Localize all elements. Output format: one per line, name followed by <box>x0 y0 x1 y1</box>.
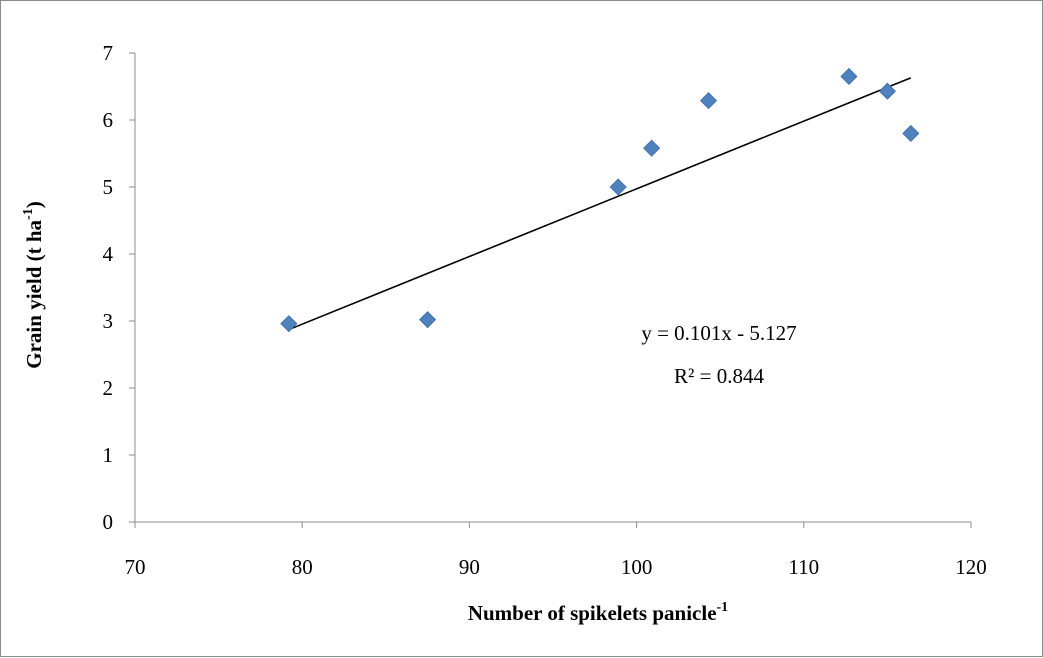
data-point <box>878 82 896 100</box>
data-point <box>840 67 858 86</box>
y-ticks: 0 1 2 3 4 5 6 7 <box>103 41 135 534</box>
y-axis-title-main: Grain yield (t ha <box>22 219 46 368</box>
y-tick-label: 1 <box>103 443 114 467</box>
y-tick-label: 4 <box>103 242 114 266</box>
x-axis-title-sup: -1 <box>717 600 729 615</box>
x-tick-label: 120 <box>955 555 987 579</box>
y-tick-label: 3 <box>103 309 114 333</box>
x-tick-label: 70 <box>125 555 146 579</box>
y-tick-label: 7 <box>103 41 114 65</box>
trendline-equation: y = 0.101x - 5.127 <box>641 321 796 345</box>
y-axis-title-tail: ) <box>22 201 46 208</box>
trendline-group <box>288 77 912 331</box>
data-point <box>609 178 627 196</box>
y-tick-label: 6 <box>103 108 114 132</box>
x-tick-label: 80 <box>292 555 313 579</box>
y-axis-title-sup: -1 <box>21 208 36 220</box>
y-tick-label: 5 <box>103 175 114 199</box>
x-tick-label: 110 <box>788 555 819 579</box>
data-points <box>280 67 920 333</box>
data-point <box>643 139 661 157</box>
y-axis-title: Grain yield (t ha-1) <box>21 201 46 368</box>
x-ticks: 70 80 90 100 110 120 <box>125 522 987 579</box>
x-axis-title: Number of spikelets panicle-1 <box>468 600 728 625</box>
x-tick-label: 90 <box>459 555 480 579</box>
x-axis-title-main: Number of spikelets panicle <box>468 601 717 625</box>
data-point <box>280 315 298 333</box>
y-tick-label: 0 <box>103 510 114 534</box>
data-point <box>902 124 920 142</box>
axes <box>134 53 971 523</box>
r-squared-label: R² = 0.844 <box>674 364 764 388</box>
trendline <box>288 77 912 331</box>
data-point <box>419 311 437 329</box>
data-point <box>699 92 718 110</box>
x-tick-label: 100 <box>621 555 653 579</box>
y-tick-label: 2 <box>103 376 114 400</box>
